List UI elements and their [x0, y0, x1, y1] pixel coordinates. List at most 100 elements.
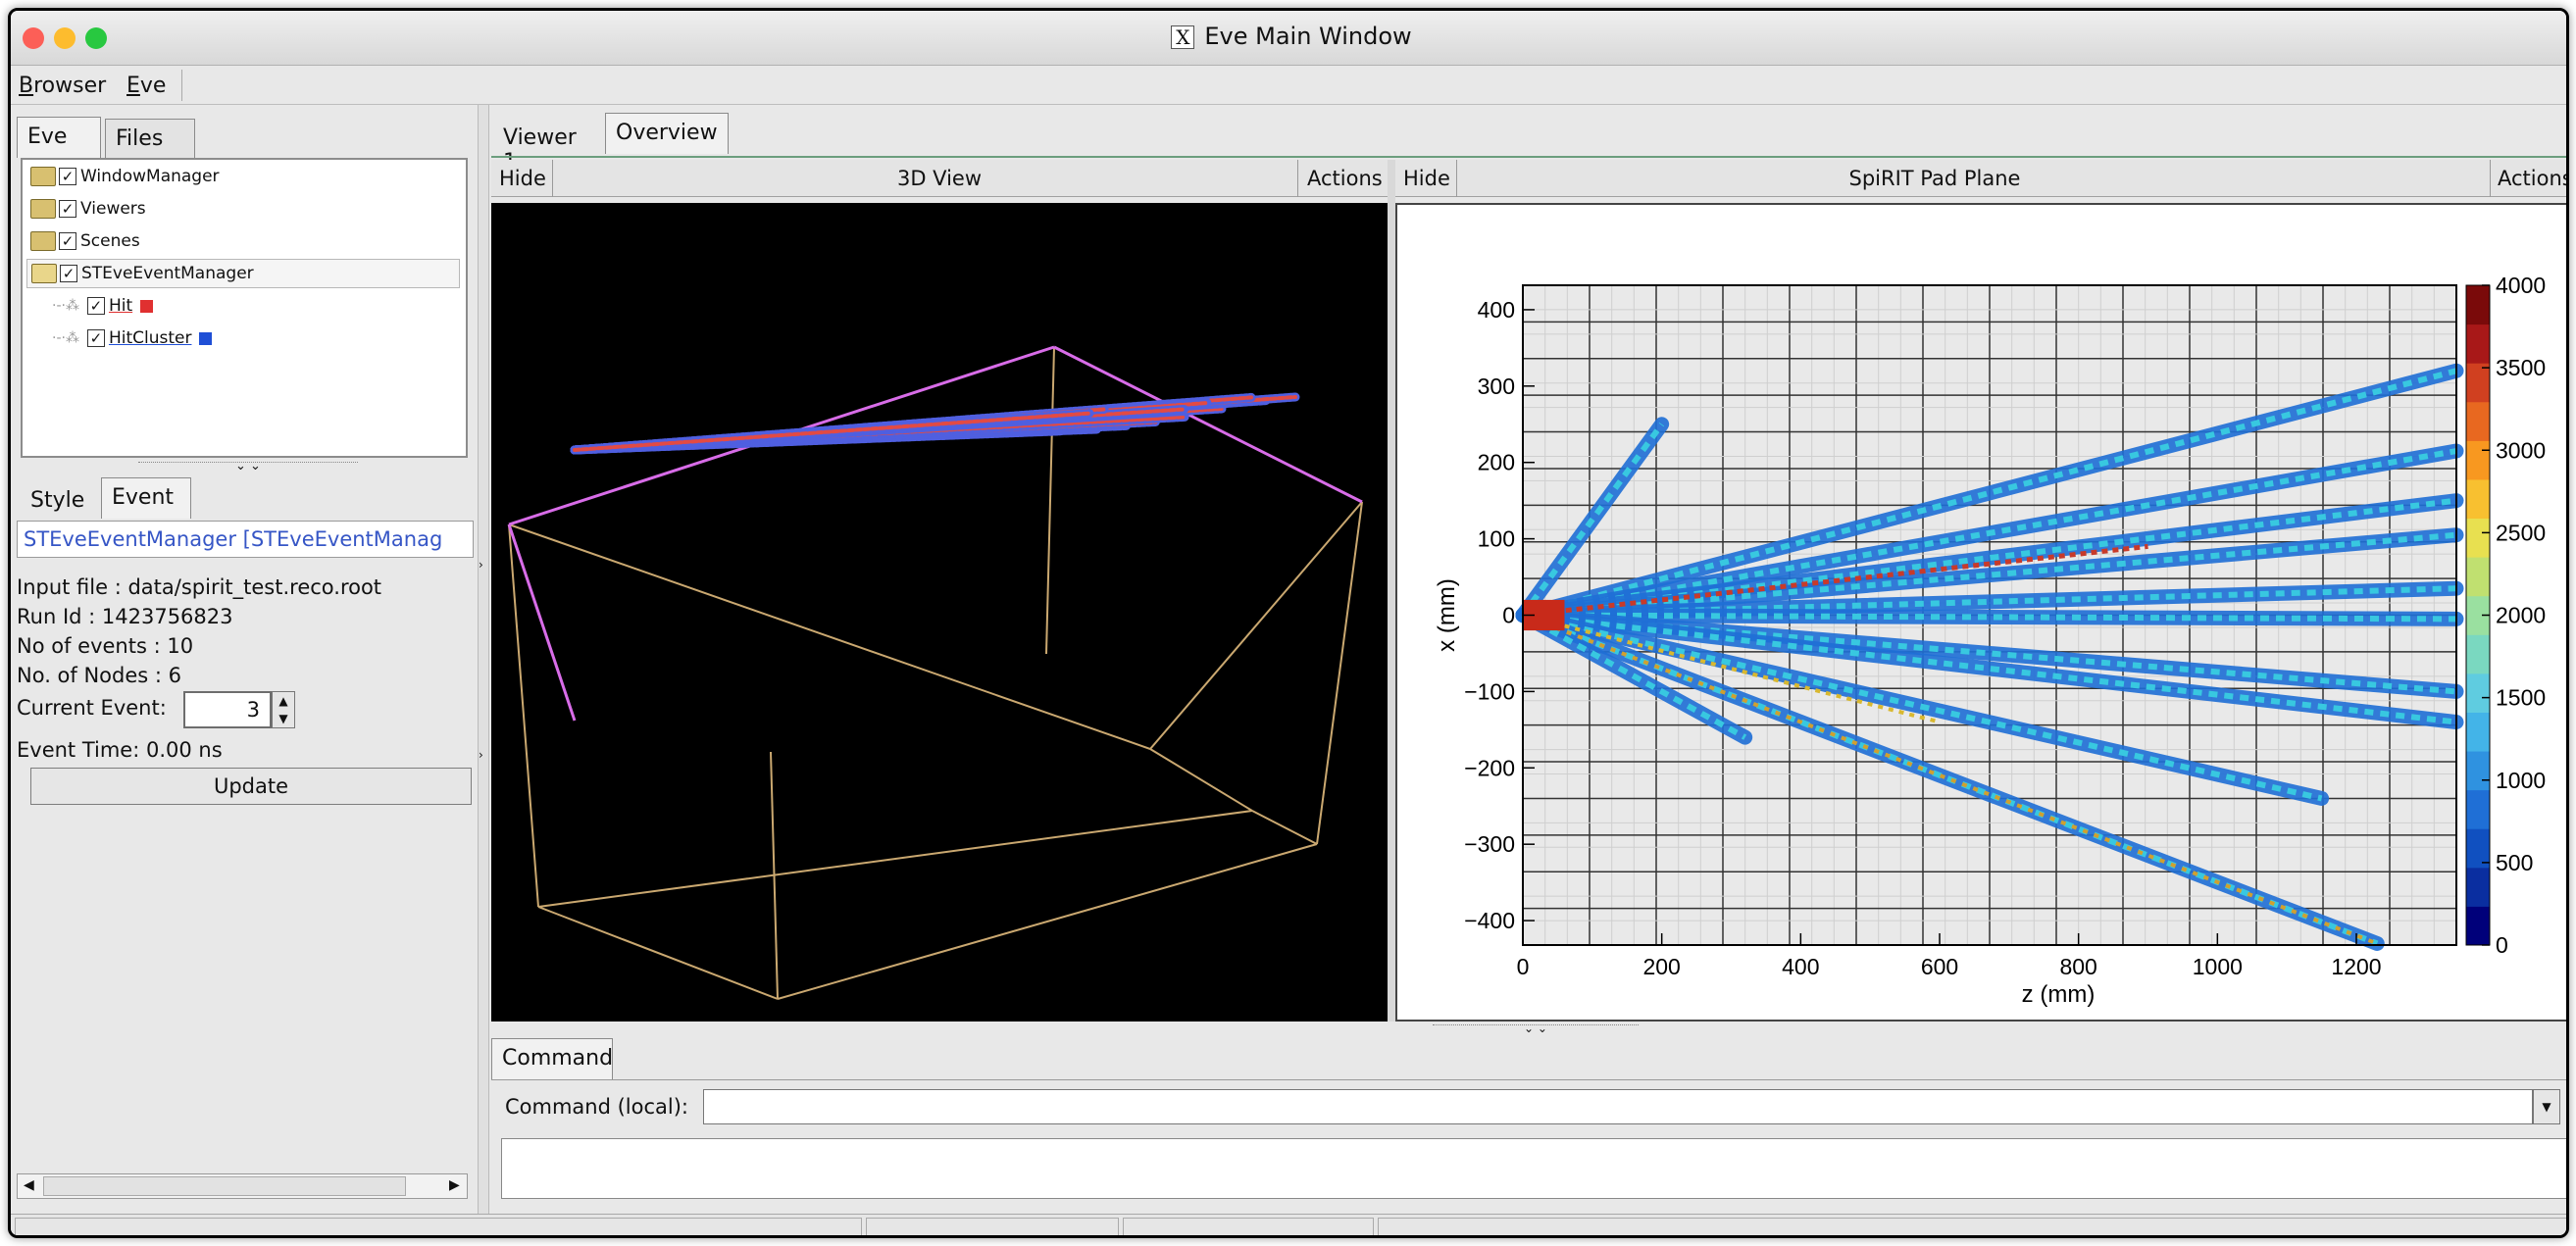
splitter-arrow-icon: ›: [479, 558, 483, 572]
left-panel: Eve Files ✓ WindowManager ✓ Viewers ✓ Scene…: [11, 105, 476, 1214]
tree-item-label: STEveEventManager: [81, 264, 254, 283]
padplane-canvas[interactable]: 0 200 400 600 800 1000 1200 −400 −300 −200 −100 0 10…: [1395, 203, 2566, 1022]
track-core: [1521, 612, 2379, 947]
x11-icon: X: [1171, 25, 1195, 49]
padplane-header: Hide SpiRIT Pad Plane Actions: [1395, 160, 2569, 197]
tab-viewer-1[interactable]: Viewer 1: [503, 125, 577, 174]
menu-bar: Browser Eve: [11, 66, 2566, 105]
stepper-up-icon[interactable]: ▲: [278, 694, 288, 708]
tree-item-viewers[interactable]: ✓ Viewers: [30, 194, 146, 224]
padplane-actions-button[interactable]: Actions: [2498, 167, 2569, 190]
menu-eve[interactable]: Eve: [126, 74, 166, 98]
object-tree: ✓ WindowManager ✓ Viewers ✓ Scenes ✓ STEveEv…: [21, 158, 468, 458]
stepper-down-icon[interactable]: ▼: [278, 712, 288, 725]
splitter-handle[interactable]: ⌄ ⌄: [1433, 1022, 1639, 1034]
status-segment: [15, 1218, 862, 1235]
colorbar-bin: [2466, 363, 2490, 403]
event-stepper[interactable]: ▲ ▼: [272, 691, 295, 728]
zoom-window-button[interactable]: [85, 27, 107, 49]
splitter-handle[interactable]: ⌄ ⌄: [138, 460, 358, 475]
vertical-splitter[interactable]: › ›: [478, 105, 489, 1214]
y-tick-label: 200: [1478, 450, 1515, 475]
colorbar: 0 500 1000 1500 2000 2500 3000 3500 4000: [2465, 273, 2546, 958]
close-window-button[interactable]: [23, 27, 44, 49]
box-edge: [1316, 501, 1363, 845]
object-title-field: STEveEventManager [STEveEventManag: [17, 521, 474, 558]
node-count-label: No. of Nodes : 6: [17, 664, 181, 687]
status-segment: [1123, 1218, 1374, 1235]
folder-icon: [30, 231, 56, 251]
event-time-label: Event Time: 0.00 ns: [17, 738, 223, 762]
colorbar-bin: [2466, 828, 2490, 869]
x-tick-label: 1000: [2193, 954, 2243, 979]
tree-item-hit[interactable]: ·-·⁂ ✓ Hit: [52, 291, 154, 321]
colorbar-tick-label: 0: [2496, 932, 2508, 958]
track-outline: [1515, 608, 2464, 730]
window-title-text: Eve Main Window: [1204, 23, 1412, 50]
tree-item-label: Scenes: [80, 231, 140, 251]
checkbox-icon[interactable]: ✓: [60, 265, 77, 282]
padplane-hide-button[interactable]: Hide: [1403, 167, 1450, 190]
track-core: [1521, 612, 1747, 740]
y-tick-label: 0: [1502, 603, 1515, 628]
view3d-canvas[interactable]: [491, 203, 1388, 1022]
padplane-plot: 0 200 400 600 800 1000 1200−400−300−200−100010…: [1434, 273, 2546, 1008]
tree-item-windowmanager[interactable]: ✓ WindowManager: [30, 162, 220, 191]
checkbox-icon[interactable]: ✓: [59, 168, 76, 185]
scrollbar-thumb[interactable]: [43, 1176, 406, 1196]
scroll-left-icon[interactable]: ◀: [24, 1177, 34, 1193]
checkbox-icon[interactable]: ✓: [86, 297, 105, 315]
event-count-label: No of events : 10: [17, 634, 194, 658]
track-layer: [1515, 363, 2464, 951]
tree-item-steveeventmanager[interactable]: ✓ STEveEventManager: [26, 259, 460, 288]
view3d-header: Hide 3D View Actions: [491, 160, 1388, 197]
colorbar-tick-label: 2000: [2496, 603, 2546, 628]
tree-item-hitcluster[interactable]: ·-·⁂ ✓ HitCluster: [52, 324, 213, 353]
tree-item-label: HitCluster: [108, 328, 192, 348]
x-tick-label: 200: [1642, 954, 1680, 979]
colorbar-bin: [2466, 518, 2490, 558]
menu-browser[interactable]: Browser: [19, 74, 106, 98]
tab-command[interactable]: Command: [491, 1038, 613, 1079]
colorbar-bin: [2466, 401, 2490, 441]
tab-underline: [491, 156, 2566, 158]
viewer-splitter[interactable]: [1388, 160, 1395, 1022]
header-separator: [1297, 160, 1298, 197]
color-swatch-icon: [140, 299, 154, 313]
view3d-hide-button[interactable]: Hide: [499, 167, 546, 190]
menu-eve-label: ve: [139, 74, 167, 98]
colorbar-bin: [2466, 867, 2490, 907]
box-edge: [1149, 748, 1253, 812]
tab-event[interactable]: Event: [101, 477, 191, 519]
header-separator: [1456, 160, 1457, 197]
input-file-label: Input file : data/spirit_test.reco.root: [17, 575, 382, 599]
colorbar-tick-label: 1500: [2496, 685, 2546, 711]
main-window: X Eve Main Window Browser Eve Eve Files ✓…: [8, 8, 2569, 1238]
box-edge: [537, 906, 779, 1000]
horizontal-scrollbar[interactable]: ◀ ▶: [17, 1173, 468, 1199]
checkbox-icon[interactable]: ✓: [86, 329, 105, 347]
minimize-window-button[interactable]: [54, 27, 76, 49]
colorbar-tick-label: 4000: [2496, 273, 2546, 298]
command-input[interactable]: [703, 1089, 2533, 1124]
open-folder-icon: [31, 264, 57, 283]
command-dropdown-icon[interactable]: ▼: [2533, 1089, 2560, 1124]
box-edge: [537, 810, 1253, 908]
view3d-actions-button[interactable]: Actions: [1307, 167, 1383, 190]
update-button[interactable]: Update: [30, 768, 472, 805]
y-tick-label: 300: [1478, 374, 1515, 399]
scroll-right-icon[interactable]: ▶: [449, 1177, 460, 1193]
track-high-signal: [1522, 543, 2148, 618]
track-outline: [1515, 527, 2464, 623]
tree-item-scenes[interactable]: ✓ Scenes: [30, 226, 140, 256]
x-tick-label: 600: [1921, 954, 1958, 979]
checkbox-icon[interactable]: ✓: [59, 232, 76, 250]
checkbox-icon[interactable]: ✓: [59, 200, 76, 218]
tab-eve[interactable]: Eve: [17, 117, 101, 158]
tab-overview[interactable]: Overview: [605, 113, 729, 154]
current-event-input[interactable]: 3: [183, 691, 272, 728]
menu-eve-mnemonic: E: [126, 74, 140, 98]
tab-files[interactable]: Files: [105, 119, 195, 158]
status-segment: [866, 1218, 1119, 1235]
tab-style[interactable]: Style: [30, 488, 85, 513]
